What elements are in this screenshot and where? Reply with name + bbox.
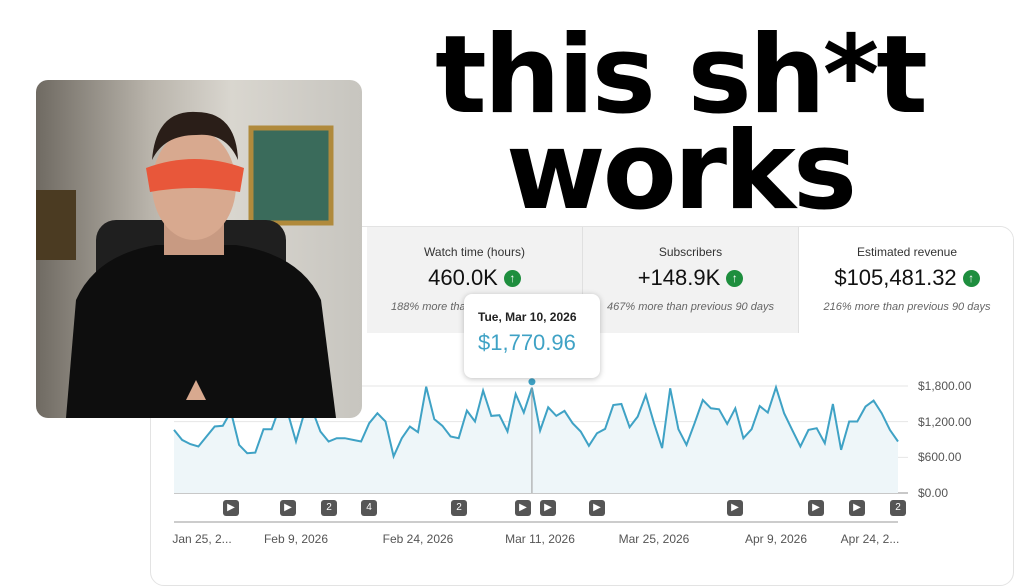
y-tick-label: $0.00 [918, 486, 948, 500]
video-published-marker[interactable]: ▶ [589, 500, 605, 516]
highlight-point [528, 378, 535, 385]
y-tick-label: $600.00 [918, 450, 961, 464]
tooltip-value: $1,770.96 [478, 330, 586, 356]
x-tick-label: Feb 24, 2026 [383, 532, 454, 546]
videos-count-marker[interactable]: 2 [321, 500, 337, 516]
x-tick-label: Mar 11, 2026 [505, 532, 575, 546]
video-published-marker[interactable]: ▶ [808, 500, 824, 516]
x-tick-label: Jan 25, 2... [172, 532, 231, 546]
tooltip-date: Tue, Mar 10, 2026 [478, 310, 586, 324]
video-published-marker[interactable]: ▶ [223, 500, 239, 516]
chart-tooltip: Tue, Mar 10, 2026 $1,770.96 [464, 294, 600, 378]
video-published-marker[interactable]: ▶ [280, 500, 296, 516]
videos-count-marker[interactable]: 4 [361, 500, 377, 516]
video-published-marker[interactable]: ▶ [849, 500, 865, 516]
x-tick-label: Apr 9, 2026 [745, 532, 807, 546]
y-tick-label: $1,800.00 [918, 379, 971, 393]
x-tick-label: Apr 24, 2... [841, 532, 900, 546]
videos-count-marker[interactable]: 2 [451, 500, 467, 516]
video-published-marker[interactable]: ▶ [515, 500, 531, 516]
creator-photo [36, 80, 362, 418]
x-tick-label: Mar 25, 2026 [619, 532, 690, 546]
video-published-marker[interactable]: ▶ [540, 500, 556, 516]
x-tick-label: Feb 9, 2026 [264, 532, 328, 546]
videos-count-marker[interactable]: 2 [890, 500, 906, 516]
y-tick-label: $1,200.00 [918, 415, 971, 429]
video-published-marker[interactable]: ▶ [727, 500, 743, 516]
